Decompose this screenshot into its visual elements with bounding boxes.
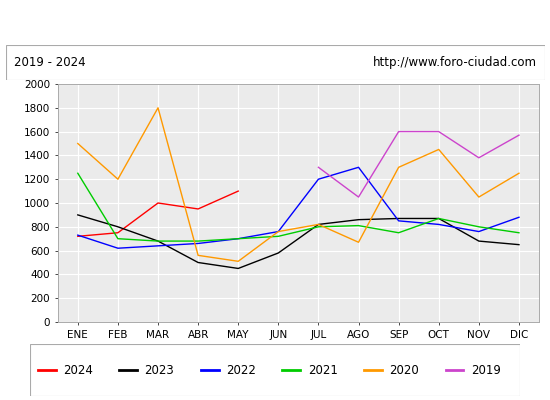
2021 — [395, 230, 402, 235]
2021 — [476, 224, 482, 229]
Text: 2022: 2022 — [226, 364, 256, 376]
Text: 2019 - 2024: 2019 - 2024 — [14, 56, 85, 69]
2024 — [195, 206, 201, 211]
2021 — [275, 234, 282, 239]
2023 — [395, 216, 402, 221]
2020 — [275, 229, 282, 234]
2021 — [155, 239, 161, 244]
2022 — [476, 229, 482, 234]
2019 — [355, 195, 362, 200]
2021 — [195, 239, 201, 244]
2022 — [155, 244, 161, 248]
2020 — [74, 141, 81, 146]
2022 — [275, 229, 282, 234]
Text: 2024: 2024 — [63, 364, 93, 376]
Text: 2019: 2019 — [471, 364, 501, 376]
2022 — [516, 215, 522, 220]
Text: 2023: 2023 — [145, 364, 174, 376]
Text: 2021: 2021 — [307, 364, 338, 376]
2023 — [74, 212, 81, 217]
Line: 2024: 2024 — [78, 191, 238, 236]
2022 — [114, 246, 121, 251]
2020 — [436, 147, 442, 152]
2021 — [235, 236, 241, 241]
2019 — [516, 133, 522, 138]
Line: 2020: 2020 — [78, 108, 519, 261]
2022 — [395, 218, 402, 223]
2023 — [114, 224, 121, 229]
2019 — [315, 165, 322, 170]
2019 — [395, 129, 402, 134]
2021 — [355, 223, 362, 228]
Text: http://www.foro-ciudad.com: http://www.foro-ciudad.com — [372, 56, 536, 69]
2019 — [436, 129, 442, 134]
2019 — [476, 155, 482, 160]
2022 — [235, 236, 241, 241]
FancyBboxPatch shape — [6, 45, 544, 80]
2024 — [155, 201, 161, 206]
2023 — [355, 217, 362, 222]
2022 — [195, 241, 201, 246]
2020 — [155, 105, 161, 110]
2020 — [476, 195, 482, 200]
2024 — [114, 230, 121, 235]
Line: 2022: 2022 — [78, 167, 519, 248]
2023 — [436, 216, 442, 221]
2023 — [476, 239, 482, 244]
2020 — [114, 177, 121, 182]
Text: Evolucion Nº Turistas Nacionales en el municipio de Torelló: Evolucion Nº Turistas Nacionales en el m… — [60, 13, 490, 29]
Text: 2020: 2020 — [389, 364, 419, 376]
2023 — [275, 250, 282, 255]
Line: 2023: 2023 — [78, 215, 519, 268]
Line: 2021: 2021 — [78, 173, 519, 241]
2022 — [355, 165, 362, 170]
2024 — [235, 189, 241, 194]
2023 — [235, 266, 241, 271]
2021 — [74, 171, 81, 176]
FancyBboxPatch shape — [30, 344, 520, 396]
2021 — [516, 230, 522, 235]
2022 — [436, 222, 442, 227]
2020 — [395, 165, 402, 170]
2021 — [315, 224, 322, 229]
2020 — [235, 259, 241, 264]
2023 — [155, 239, 161, 244]
2023 — [516, 242, 522, 247]
2020 — [516, 171, 522, 176]
2020 — [315, 222, 322, 227]
Line: 2019: 2019 — [318, 132, 519, 197]
2023 — [195, 260, 201, 265]
2021 — [114, 236, 121, 241]
2022 — [315, 177, 322, 182]
2022 — [74, 233, 81, 238]
2020 — [355, 240, 362, 245]
2020 — [195, 253, 201, 258]
2021 — [436, 216, 442, 221]
2023 — [315, 222, 322, 227]
2024 — [74, 234, 81, 239]
